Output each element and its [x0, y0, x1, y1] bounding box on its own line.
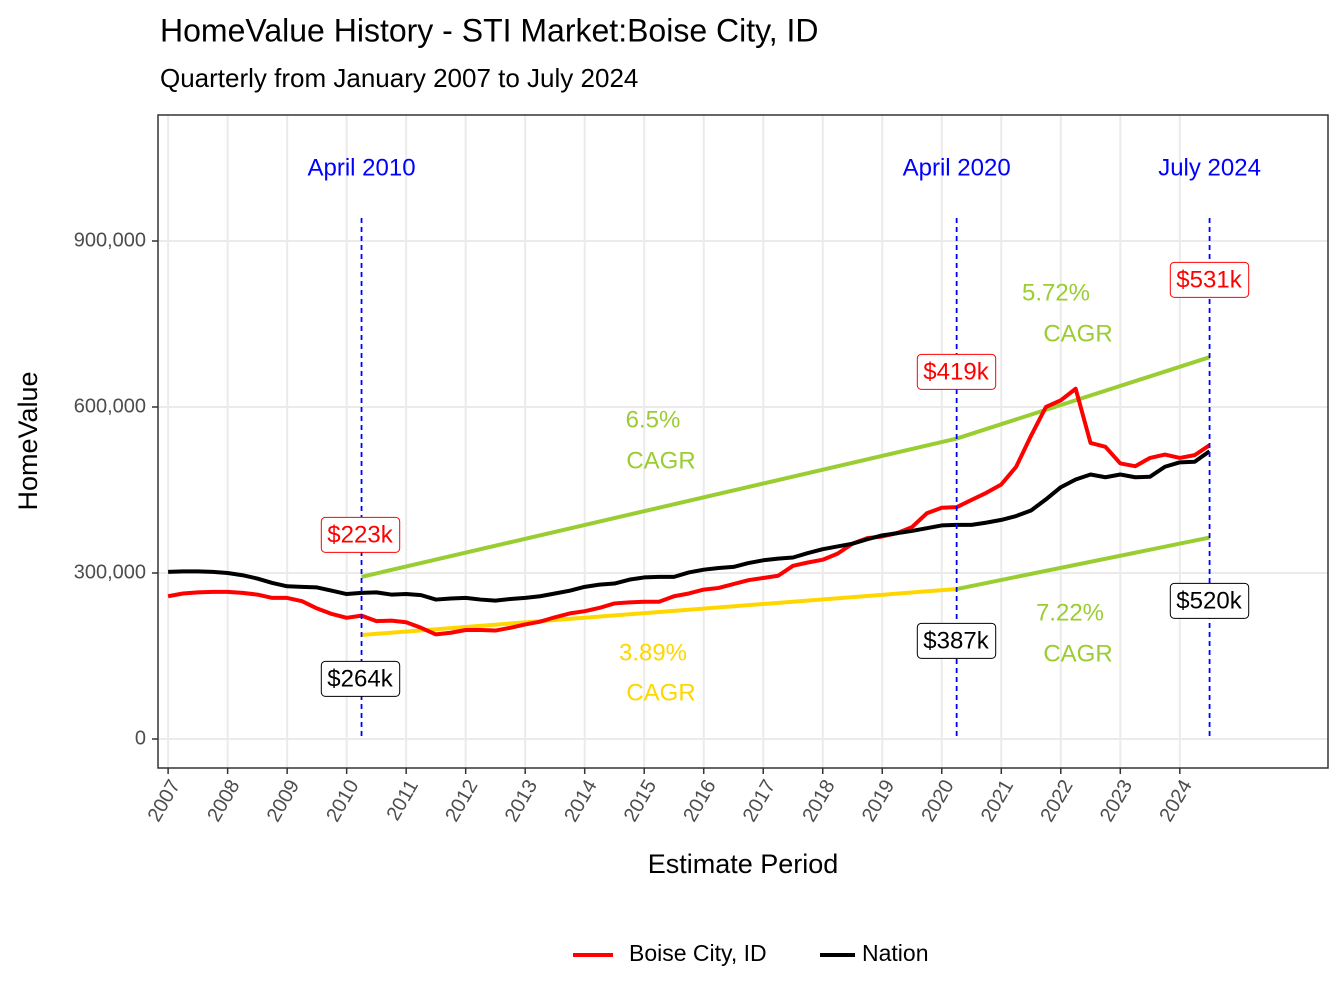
value-label-text: $531k: [1176, 266, 1242, 293]
cagr-annotation: CAGR: [1043, 320, 1112, 347]
cagr-annotation: 6.5%: [626, 406, 681, 433]
value-label: $419k: [916, 353, 997, 390]
y-tick-label: 600,000: [74, 395, 146, 417]
label-box: [1169, 261, 1250, 298]
value-label-text: $520k: [1176, 587, 1242, 614]
value-label-text: $264k: [327, 665, 393, 692]
label-box: [1169, 582, 1250, 619]
plot-border: [157, 114, 1329, 769]
trend-line: [361, 587, 957, 637]
value-label-text: $419k: [923, 358, 989, 385]
value-label: $520k: [1169, 582, 1250, 619]
y-tick-label: 900,000: [74, 229, 146, 251]
reference-label: April 2010: [307, 154, 415, 181]
chart-title: HomeValue History - STI Market:Boise Cit…: [160, 12, 819, 48]
label-box: [320, 660, 401, 697]
reference-label: April 2020: [903, 154, 1011, 181]
legend-label: Boise City, ID: [629, 940, 767, 966]
label-box: [916, 353, 997, 390]
legend-label: Nation: [862, 940, 928, 966]
cagr-annotation: 7.22%: [1036, 599, 1104, 626]
cagr-annotation: 3.89%: [619, 639, 687, 666]
cagr-annotation: CAGR: [626, 447, 695, 474]
y-tick-label: 300,000: [74, 561, 146, 583]
series-line: [167, 386, 1211, 637]
label-box: [916, 622, 997, 659]
x-axis-label: Estimate Period: [648, 849, 839, 879]
cagr-annotation: CAGR: [626, 679, 695, 706]
value-label: $223k: [320, 516, 401, 553]
cagr-annotation: CAGR: [1043, 640, 1112, 667]
trend-line: [956, 535, 1210, 592]
series-line: [168, 449, 1211, 603]
value-label: $387k: [916, 622, 997, 659]
y-tick-label: 0: [135, 727, 146, 749]
reference-label: July 2024: [1158, 154, 1261, 181]
value-label: $531k: [1169, 261, 1250, 298]
value-label: $264k: [320, 660, 401, 697]
chart-subtitle: Quarterly from January 2007 to July 2024: [160, 63, 638, 93]
y-axis-label: HomeValue: [13, 371, 43, 510]
value-label-text: $387k: [923, 627, 989, 654]
value-label-text: $223k: [327, 521, 393, 548]
cagr-annotation: 5.72%: [1022, 279, 1090, 306]
label-box: [320, 516, 401, 553]
